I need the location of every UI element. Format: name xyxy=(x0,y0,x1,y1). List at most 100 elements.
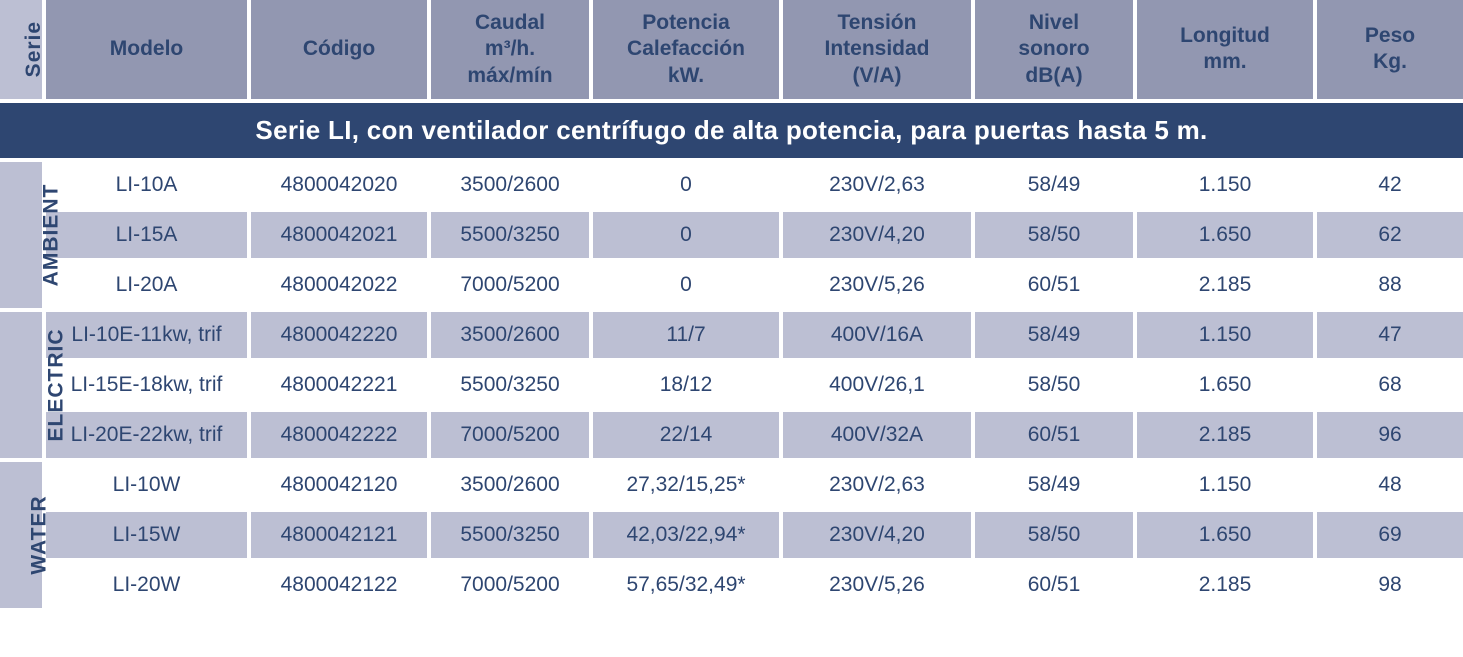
header-tension-l3: (V/A) xyxy=(853,64,902,87)
cell-longitud: 1.150 xyxy=(1137,162,1317,212)
header-nivel: Nivel sonoro dB(A) xyxy=(975,0,1137,103)
cell-caudal: 7000/5200 xyxy=(431,412,593,462)
header-serie: Serie xyxy=(0,0,46,103)
header-longitud-l2: mm. xyxy=(1203,50,1246,73)
cell-tension: 400V/32A xyxy=(783,412,975,462)
cell-potencia: 0 xyxy=(593,162,783,212)
cell-longitud: 1.650 xyxy=(1137,212,1317,262)
cell-potencia: 0 xyxy=(593,212,783,262)
cell-tension: 230V/2,63 xyxy=(783,162,975,212)
cell-longitud: 1.650 xyxy=(1137,512,1317,562)
header-caudal-l2: m³/h. xyxy=(485,37,535,60)
cell-tension: 230V/5,26 xyxy=(783,262,975,312)
cell-codigo: 4800042222 xyxy=(251,412,431,462)
cell-nivel: 60/51 xyxy=(975,562,1137,612)
cell-tension: 400V/16A xyxy=(783,312,975,362)
header-serie-label: Serie xyxy=(21,21,47,77)
cell-tension: 230V/2,63 xyxy=(783,462,975,512)
header-potencia-l2: Calefacción xyxy=(627,37,745,60)
cell-nivel: 58/50 xyxy=(975,362,1137,412)
cell-codigo: 4800042122 xyxy=(251,562,431,612)
cell-peso: 88 xyxy=(1317,262,1463,312)
group-label: WATER xyxy=(0,462,46,612)
spec-table: Serie Modelo Código Caudal m³/h. máx/mín… xyxy=(0,0,1463,612)
cell-codigo: 4800042120 xyxy=(251,462,431,512)
table-row: LI-20W48000421227000/520057,65/32,49*230… xyxy=(0,562,1463,612)
header-longitud: Longitud mm. xyxy=(1137,0,1317,103)
cell-modelo: LI-10A xyxy=(46,162,251,212)
header-potencia-l3: kW. xyxy=(668,64,704,87)
header-peso-l2: Kg. xyxy=(1373,50,1407,73)
group-label: ELECTRIC xyxy=(0,312,46,462)
cell-caudal: 3500/2600 xyxy=(431,462,593,512)
table-row: AMBIENTLI-10A48000420203500/26000230V/2,… xyxy=(0,162,1463,212)
header-tension-l2: Intensidad xyxy=(824,37,929,60)
cell-tension: 400V/26,1 xyxy=(783,362,975,412)
cell-potencia: 27,32/15,25* xyxy=(593,462,783,512)
cell-modelo: LI-10W xyxy=(46,462,251,512)
cell-nivel: 60/51 xyxy=(975,412,1137,462)
header-modelo: Modelo xyxy=(46,0,251,103)
title-row: Serie LI, con ventilador centrífugo de a… xyxy=(0,103,1463,162)
cell-codigo: 4800042121 xyxy=(251,512,431,562)
cell-nivel: 60/51 xyxy=(975,262,1137,312)
cell-longitud: 1.650 xyxy=(1137,362,1317,412)
cell-peso: 98 xyxy=(1317,562,1463,612)
cell-potencia: 42,03/22,94* xyxy=(593,512,783,562)
cell-peso: 69 xyxy=(1317,512,1463,562)
cell-potencia: 11/7 xyxy=(593,312,783,362)
table-row: LI-20A48000420227000/52000230V/5,2660/51… xyxy=(0,262,1463,312)
header-longitud-l1: Longitud xyxy=(1180,24,1270,47)
cell-nivel: 58/49 xyxy=(975,312,1137,362)
table-row: LI-20E-22kw, trif48000422227000/520022/1… xyxy=(0,412,1463,462)
table-header: Serie Modelo Código Caudal m³/h. máx/mín… xyxy=(0,0,1463,103)
group-label: AMBIENT xyxy=(0,162,46,312)
cell-tension: 230V/4,20 xyxy=(783,212,975,262)
cell-peso: 42 xyxy=(1317,162,1463,212)
cell-caudal: 3500/2600 xyxy=(431,162,593,212)
cell-tension: 230V/5,26 xyxy=(783,562,975,612)
table-row: LI-15E-18kw, trif48000422215500/325018/1… xyxy=(0,362,1463,412)
table-body: Serie LI, con ventilador centrífugo de a… xyxy=(0,103,1463,612)
cell-caudal: 7000/5200 xyxy=(431,262,593,312)
cell-tension: 230V/4,20 xyxy=(783,512,975,562)
cell-nivel: 58/50 xyxy=(975,212,1137,262)
group-label-text: ELECTRIC xyxy=(45,328,69,441)
table-row: LI-15W48000421215500/325042,03/22,94*230… xyxy=(0,512,1463,562)
header-peso-l1: Peso xyxy=(1365,24,1415,47)
table-row: WATERLI-10W48000421203500/260027,32/15,2… xyxy=(0,462,1463,512)
cell-modelo: LI-15E-18kw, trif xyxy=(46,362,251,412)
cell-nivel: 58/49 xyxy=(975,462,1137,512)
header-nivel-l1: Nivel xyxy=(1029,11,1079,34)
cell-nivel: 58/49 xyxy=(975,162,1137,212)
group-label-text: WATER xyxy=(28,495,52,574)
cell-modelo: LI-20A xyxy=(46,262,251,312)
cell-peso: 96 xyxy=(1317,412,1463,462)
cell-codigo: 4800042021 xyxy=(251,212,431,262)
cell-codigo: 4800042022 xyxy=(251,262,431,312)
cell-potencia: 57,65/32,49* xyxy=(593,562,783,612)
header-tension: Tensión Intensidad (V/A) xyxy=(783,0,975,103)
cell-longitud: 1.150 xyxy=(1137,462,1317,512)
cell-potencia: 18/12 xyxy=(593,362,783,412)
cell-caudal: 5500/3250 xyxy=(431,212,593,262)
group-label-text: AMBIENT xyxy=(39,183,63,286)
cell-nivel: 58/50 xyxy=(975,512,1137,562)
cell-peso: 62 xyxy=(1317,212,1463,262)
table-row: LI-15A48000420215500/32500230V/4,2058/50… xyxy=(0,212,1463,262)
header-nivel-l3: dB(A) xyxy=(1025,64,1082,87)
cell-modelo: LI-15A xyxy=(46,212,251,262)
cell-modelo: LI-20W xyxy=(46,562,251,612)
cell-codigo: 4800042221 xyxy=(251,362,431,412)
table-row: ELECTRICLI-10E-11kw, trif48000422203500/… xyxy=(0,312,1463,362)
cell-caudal: 7000/5200 xyxy=(431,562,593,612)
header-potencia-l1: Potencia xyxy=(642,11,730,34)
cell-peso: 47 xyxy=(1317,312,1463,362)
cell-peso: 68 xyxy=(1317,362,1463,412)
cell-potencia: 0 xyxy=(593,262,783,312)
header-nivel-l2: sonoro xyxy=(1018,37,1089,60)
cell-longitud: 2.185 xyxy=(1137,412,1317,462)
title-cell: Serie LI, con ventilador centrífugo de a… xyxy=(0,103,1463,162)
cell-modelo: LI-10E-11kw, trif xyxy=(46,312,251,362)
cell-caudal: 3500/2600 xyxy=(431,312,593,362)
